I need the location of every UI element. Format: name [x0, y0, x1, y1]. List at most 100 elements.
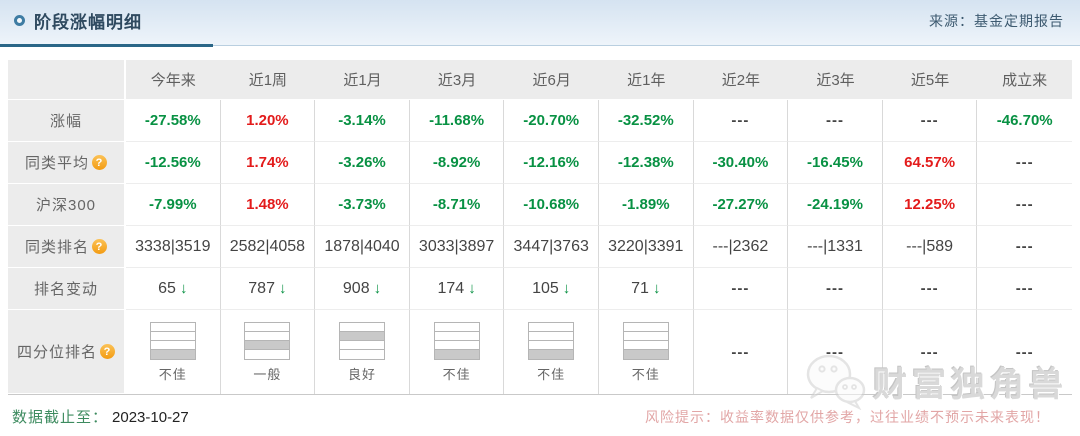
- table-cell: -20.70%: [504, 100, 599, 142]
- cell-value: ---: [920, 280, 939, 297]
- table-cell: -24.19%: [788, 184, 883, 226]
- table-row: 四分位排名? 不佳 一般 良好 不佳 不佳 不佳 --- --- --- ---: [8, 310, 1072, 394]
- table-cell: -8.71%: [409, 184, 505, 226]
- cell-value: -10.68%: [523, 196, 580, 213]
- table-cell: ---: [977, 310, 1072, 394]
- section-header: 阶段涨幅明细 来源：基金定期报告: [0, 0, 1080, 47]
- column-header: 近3年: [788, 60, 883, 99]
- row-label-text: 四分位排名: [16, 344, 97, 361]
- quartile-label: 不佳: [158, 366, 187, 382]
- table-cell: -7.99%: [126, 184, 221, 226]
- row-label: 四分位排名?: [8, 310, 124, 393]
- table-row: 涨幅 -27.58% 1.20% -3.14% -11.68% -20.70% -32.52…: [8, 100, 1072, 142]
- table-cell: 908 ↓: [315, 268, 410, 310]
- rank-change-value: 787: [248, 279, 275, 297]
- table-row: 同类排名? 3338|3519 2582|4058 1878|4040 3033|389…: [8, 226, 1072, 268]
- cell-value: 1.48%: [246, 196, 289, 213]
- data-source-label: 来源：基金定期报告: [929, 12, 1064, 29]
- quartile-icon: [244, 321, 291, 360]
- table-cell: 1.48%: [220, 184, 316, 226]
- table-cell: ---: [788, 310, 883, 394]
- data-cutoff: 数据截止至： 2023-10-27: [12, 406, 189, 427]
- quartile-icon: [433, 321, 480, 360]
- quartile-icon: [149, 321, 196, 360]
- quartile-label: 不佳: [631, 366, 660, 382]
- title-underline: [0, 44, 213, 47]
- table-cell: 174 ↓: [409, 268, 505, 310]
- column-header: 近1年: [598, 60, 694, 99]
- data-cutoff-date: 2023-10-27: [112, 409, 189, 426]
- table-corner-cell: [8, 60, 124, 99]
- table-cell: ---: [693, 268, 789, 310]
- table-cell: ---|2362: [693, 226, 789, 268]
- risk-note: 风险提示：收益率数据仅供参考，过往业绩不预示未来表现！: [645, 408, 1050, 425]
- table-cell: 不佳: [504, 310, 599, 394]
- down-arrow-icon: ↓: [562, 280, 571, 297]
- rank-change-value: 71: [631, 279, 649, 297]
- cell-value: ---: [731, 112, 750, 129]
- cell-value: -11.68%: [429, 112, 485, 129]
- cell-value: 1878|4040: [324, 237, 400, 255]
- cell-value: ---: [825, 112, 844, 129]
- table-cell: ---: [693, 310, 789, 394]
- table-cell: -32.52%: [598, 100, 694, 142]
- cell-value: -27.27%: [712, 196, 769, 213]
- help-icon[interactable]: ?: [92, 155, 107, 170]
- row-label-text: 同类平均: [24, 155, 89, 172]
- row-label-text: 排名变动: [33, 281, 98, 298]
- help-icon[interactable]: ?: [100, 344, 115, 359]
- cell-value: ---|2362: [712, 237, 769, 255]
- cell-value: ---: [1015, 238, 1034, 255]
- cell-value: 2582|4058: [229, 237, 306, 255]
- table-cell: 一般: [220, 310, 316, 394]
- column-header: 成立来: [977, 60, 1072, 99]
- table-cell: -1.89%: [598, 184, 694, 226]
- cell-value: -20.70%: [523, 112, 580, 129]
- cell-value: 3220|3391: [608, 237, 684, 255]
- table-cell: 71 ↓: [598, 268, 694, 310]
- quartile-icon: [622, 321, 669, 360]
- rank-change-value: 105: [532, 279, 559, 297]
- column-header: 近6月: [504, 60, 599, 99]
- table-row: 排名变动 65 ↓ 787 ↓ 908 ↓ 174 ↓ 105 ↓ 71 ↓ --- --- --- ---: [8, 268, 1072, 310]
- table-cell: 787 ↓: [220, 268, 316, 310]
- row-label-text: 沪深300: [35, 197, 97, 214]
- cell-value: -46.70%: [996, 112, 1053, 129]
- cell-value: ---: [731, 280, 750, 297]
- table-cell: ---|589: [882, 226, 978, 268]
- table-cell: 65 ↓: [126, 268, 221, 310]
- row-label-text: 涨幅: [49, 113, 82, 130]
- table-footer: 数据截止至： 2023-10-27 风险提示：收益率数据仅供参考，过往业绩不预示未…: [0, 406, 1080, 427]
- table-cell: 不佳: [598, 310, 694, 394]
- table-cell: ---: [693, 100, 789, 142]
- cell-value: ---: [1015, 280, 1034, 297]
- down-arrow-icon: ↓: [652, 280, 661, 297]
- rank-change-value: 174: [437, 279, 465, 297]
- table-cell: 1.20%: [220, 100, 316, 142]
- cell-value: ---: [1015, 196, 1034, 213]
- cell-value: -3.26%: [338, 154, 386, 171]
- table-cell: 3338|3519: [126, 226, 221, 268]
- quartile-label: 良好: [347, 366, 376, 382]
- cell-value: -8.92%: [432, 154, 481, 171]
- cell-value: -1.89%: [622, 196, 670, 213]
- cell-value: ---: [825, 280, 844, 297]
- table-cell: ---|1331: [788, 226, 883, 268]
- cell-value: ---|1331: [807, 237, 863, 255]
- cell-value: 3447|3763: [513, 237, 589, 255]
- table-cell: 1.74%: [220, 142, 316, 184]
- table-cell: -3.73%: [315, 184, 410, 226]
- cell-value: 12.25%: [904, 196, 956, 213]
- cell-value: ---: [920, 112, 939, 129]
- table-cell: -30.40%: [693, 142, 789, 184]
- table-cell: 良好: [315, 310, 410, 394]
- row-label: 排名变动: [8, 268, 124, 309]
- table-cell: 3033|3897: [409, 226, 505, 268]
- cell-value: ---: [1015, 154, 1034, 171]
- cell-value: -30.40%: [712, 154, 769, 171]
- cell-value: -3.73%: [338, 196, 386, 213]
- table-cell: 12.25%: [882, 184, 978, 226]
- quartile-label: 不佳: [442, 366, 471, 382]
- help-icon[interactable]: ?: [92, 239, 107, 254]
